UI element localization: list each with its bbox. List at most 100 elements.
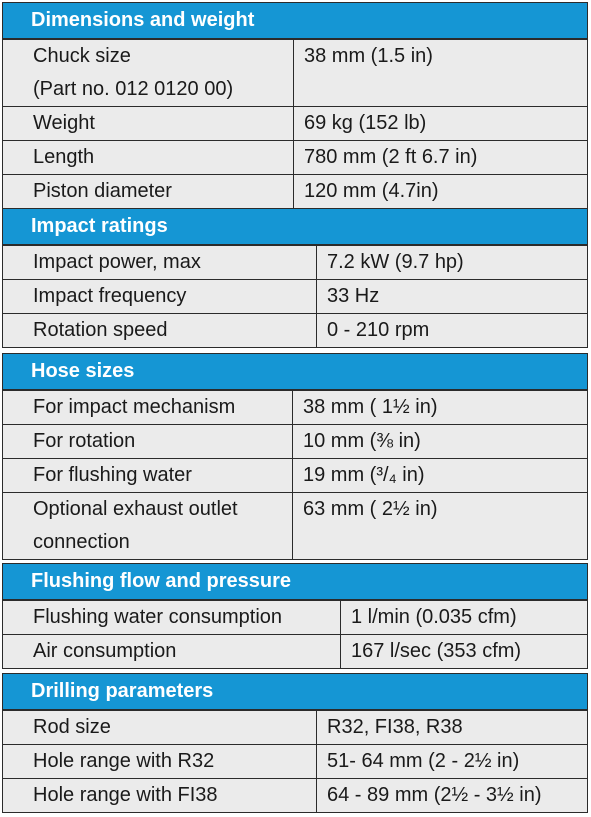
spec-label: Optional exhaust outlet connection <box>2 492 293 560</box>
spec-section: Hose sizes For impact mechanism 38 mm ( 1½… <box>2 353 588 560</box>
spec-row: Optional exhaust outlet connection 63 mm (… <box>2 492 588 560</box>
label-line: Impact frequency <box>33 285 187 307</box>
spec-label: Hole range with FI38 <box>2 778 317 813</box>
spec-section: Flushing flow and pressure Flushing water… <box>2 563 588 669</box>
label-line: connection <box>33 531 130 553</box>
spec-value: 63 mm ( 2½ in) <box>292 492 588 560</box>
label-line: For rotation <box>33 430 136 452</box>
spec-label: Chuck size (Part no. 012 0120 00) <box>2 38 294 107</box>
header-row: Impact ratings <box>2 208 588 246</box>
spec-label: Impact frequency <box>2 279 317 314</box>
spec-section: Drilling parameters Rod size R32, FI38, R3… <box>2 673 588 813</box>
label-line: Air consumption <box>33 640 177 662</box>
value-text: 167 l/sec (353 cfm) <box>351 640 522 662</box>
spec-value: 38 mm (1.5 in) <box>293 38 588 107</box>
spec-value: 780 mm (2 ft 6.7 in) <box>293 140 588 175</box>
section-title: Impact ratings <box>2 208 588 246</box>
section-title: Dimensions and weight <box>2 2 588 40</box>
value-text: 69 kg (152 lb) <box>304 112 427 134</box>
value-text: 64 - 89 mm (2½ - 3½ in) <box>327 784 542 806</box>
value-text: 780 mm (2 ft 6.7 in) <box>304 146 478 168</box>
spec-label: Rod size <box>2 709 317 745</box>
spec-value: R32, FI38, R38 <box>316 709 588 745</box>
spec-label: For flushing water <box>2 458 293 493</box>
spec-value: 120 mm (4.7in) <box>293 174 588 209</box>
header-row: Hose sizes <box>2 353 588 391</box>
spec-table: Drilling parameters Rod size R32, FI38, R3… <box>2 673 588 813</box>
spec-value: 33 Hz <box>316 279 588 314</box>
label-line: Chuck size <box>33 45 131 67</box>
spec-row: For rotation 10 mm (⅜ in) <box>2 424 588 459</box>
spec-label: Rotation speed <box>2 313 317 348</box>
value-text: 38 mm ( 1½ in) <box>303 396 438 418</box>
section-title: Hose sizes <box>2 353 588 391</box>
spec-section: Dimensions and weight Chuck size (Part no.… <box>2 2 588 209</box>
label-line: Hole range with FI38 <box>33 784 218 806</box>
section-title: Flushing flow and pressure <box>2 563 588 601</box>
spec-table: Hose sizes For impact mechanism 38 mm ( 1½… <box>2 353 588 560</box>
spec-row: Hole range with FI38 64 - 89 mm (2½ - 3½ … <box>2 778 588 813</box>
label-line: Impact power, max <box>33 251 201 273</box>
label-line: Hole range with R32 <box>33 750 215 772</box>
spec-row: Hole range with R32 51- 64 mm (2 - 2½ in) <box>2 744 588 779</box>
value-text: 10 mm (⅜ in) <box>303 430 421 452</box>
spec-value: 1 l/min (0.035 cfm) <box>340 599 588 635</box>
spec-value: 167 l/sec (353 cfm) <box>340 634 588 669</box>
spec-row: Length 780 mm (2 ft 6.7 in) <box>2 140 588 175</box>
spec-row: Chuck size (Part no. 012 0120 00) 38 mm (1… <box>2 38 588 107</box>
spec-label: Air consumption <box>2 634 341 669</box>
label-line: For flushing water <box>33 464 192 486</box>
label-line: Flushing water consumption <box>33 606 283 628</box>
value-text: 51- 64 mm (2 - 2½ in) <box>327 750 520 772</box>
value-text: 1 l/min (0.035 cfm) <box>351 606 517 628</box>
spec-table: Flushing flow and pressure Flushing water… <box>2 563 588 669</box>
spec-row: Impact frequency 33 Hz <box>2 279 588 314</box>
label-line: Weight <box>33 112 95 134</box>
spec-value: 69 kg (152 lb) <box>293 106 588 141</box>
spec-row: Flushing water consumption 1 l/min (0.035… <box>2 599 588 635</box>
spec-row: Impact power, max 7.2 kW (9.7 hp) <box>2 244 588 280</box>
spec-row: For impact mechanism 38 mm ( 1½ in) <box>2 389 588 425</box>
section-title: Drilling parameters <box>2 673 588 711</box>
label-line: Rod size <box>33 716 111 738</box>
spec-row: Piston diameter 120 mm (4.7in) <box>2 174 588 209</box>
spec-section: Impact ratings Impact power, max 7.2 kW (9… <box>2 208 588 348</box>
header-row: Dimensions and weight <box>2 2 588 40</box>
spec-label: Length <box>2 140 294 175</box>
spec-row: Rod size R32, FI38, R38 <box>2 709 588 745</box>
spec-row: For flushing water 19 mm (³/₄ in) <box>2 458 588 493</box>
spec-value: 10 mm (⅜ in) <box>292 424 588 459</box>
spec-table: Dimensions and weight Chuck size (Part no.… <box>2 2 588 209</box>
label-line: (Part no. 012 0120 00) <box>33 78 234 100</box>
spec-row: Rotation speed 0 - 210 rpm <box>2 313 588 348</box>
spec-label: Weight <box>2 106 294 141</box>
label-line: Length <box>33 146 95 168</box>
spec-label: Hole range with R32 <box>2 744 317 779</box>
spec-label: Piston diameter <box>2 174 294 209</box>
spec-row: Weight 69 kg (152 lb) <box>2 106 588 141</box>
label-line: Optional exhaust outlet <box>33 498 238 520</box>
value-text: 120 mm (4.7in) <box>304 180 439 202</box>
label-line: Piston diameter <box>33 180 172 202</box>
spec-value: 64 - 89 mm (2½ - 3½ in) <box>316 778 588 813</box>
header-row: Drilling parameters <box>2 673 588 711</box>
spec-label: For rotation <box>2 424 293 459</box>
spec-row: Air consumption 167 l/sec (353 cfm) <box>2 634 588 669</box>
spec-table: Impact ratings Impact power, max 7.2 kW (9… <box>2 208 588 348</box>
spec-label: Impact power, max <box>2 244 317 280</box>
spec-value: 19 mm (³/₄ in) <box>292 458 588 493</box>
spec-value: 0 - 210 rpm <box>316 313 588 348</box>
value-text: 63 mm ( 2½ in) <box>303 498 438 520</box>
value-text: 33 Hz <box>327 285 380 307</box>
header-row: Flushing flow and pressure <box>2 563 588 601</box>
spec-value: 38 mm ( 1½ in) <box>292 389 588 425</box>
spec-label: Flushing water consumption <box>2 599 341 635</box>
value-text: 0 - 210 rpm <box>327 319 430 341</box>
spec-value: 51- 64 mm (2 - 2½ in) <box>316 744 588 779</box>
spec-label: For impact mechanism <box>2 389 293 425</box>
value-text: R32, FI38, R38 <box>327 716 463 738</box>
value-text: 7.2 kW (9.7 hp) <box>327 251 464 273</box>
value-text: 19 mm (³/₄ in) <box>303 464 425 486</box>
value-text: 38 mm (1.5 in) <box>304 45 433 67</box>
